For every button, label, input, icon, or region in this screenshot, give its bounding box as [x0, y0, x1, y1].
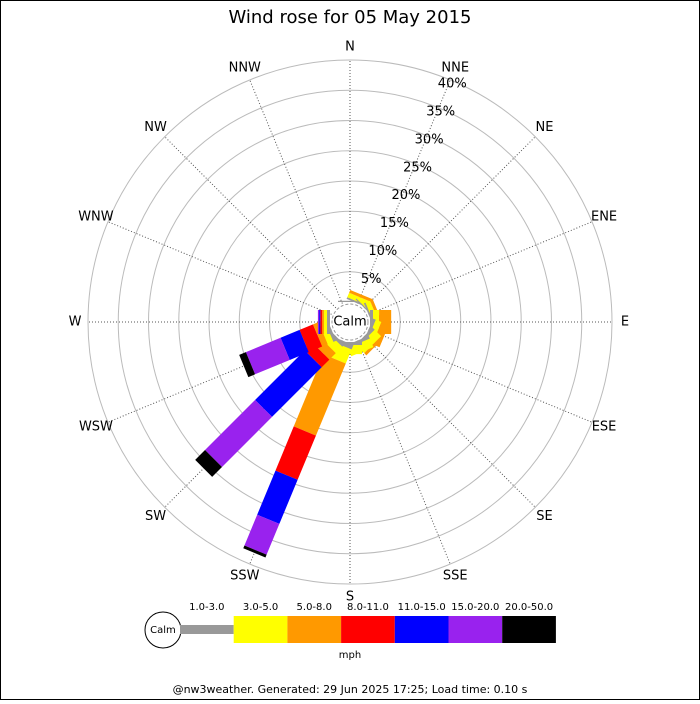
- bar-segment: [195, 450, 222, 477]
- spoke: [368, 221, 593, 315]
- legend-label: 5.0-8.0: [297, 602, 332, 613]
- bar-segment: [322, 310, 324, 334]
- legend-swatch: [394, 616, 449, 643]
- legend-label: 8.0-11.0: [347, 602, 389, 613]
- r-tick-label: 30%: [415, 132, 444, 147]
- direction-label: W: [69, 315, 82, 330]
- direction-label: WSW: [79, 420, 113, 435]
- bar-segment: [326, 310, 330, 334]
- r-tick-label: 35%: [426, 104, 455, 119]
- direction-label: NNE: [441, 60, 469, 75]
- r-tick-label: 5%: [361, 272, 382, 287]
- calm-circle: [331, 303, 369, 341]
- bar-segment: [349, 289, 373, 302]
- legend-unit: mph: [339, 650, 361, 661]
- bar-segment: [205, 399, 273, 467]
- bar-segment: [255, 350, 322, 417]
- bar-segment: [323, 310, 327, 334]
- spoke: [249, 79, 343, 304]
- grid-ring: [117, 89, 583, 555]
- legend-swatch: [341, 616, 395, 643]
- footer: @nw3weather. Generated: 29 Jun 2025 17:2…: [173, 683, 528, 696]
- bar-segment: [364, 336, 384, 356]
- direction-label: SE: [536, 509, 552, 524]
- r-tick-label: 10%: [368, 244, 397, 259]
- spoke: [164, 136, 337, 309]
- chart-title: Wind rose for 05 May 2015: [229, 7, 472, 28]
- direction-label: WNW: [78, 209, 114, 224]
- direction-label: N: [345, 40, 355, 55]
- legend-label: 20.0-50.0: [505, 602, 553, 613]
- legend-label: 11.0-15.0: [398, 602, 446, 613]
- legend-label: 1.0-3.0: [189, 602, 224, 613]
- bar-segment: [245, 337, 290, 375]
- direction-label: E: [621, 315, 629, 330]
- bar-segment: [320, 310, 323, 334]
- r-tick-label: 25%: [403, 160, 432, 175]
- spoke: [357, 340, 451, 565]
- bar-segment: [275, 426, 316, 480]
- legend-label: 15.0-20.0: [451, 602, 499, 613]
- bar-segment: [293, 354, 346, 436]
- r-tick-label: 15%: [380, 216, 409, 231]
- direction-label: ESE: [592, 420, 617, 435]
- grid-ring: [87, 59, 613, 585]
- bar-segment: [299, 324, 323, 353]
- legend-swatch: [233, 616, 288, 643]
- bar-segment: [239, 352, 256, 378]
- direction-label: S: [346, 590, 354, 605]
- bar-segment: [243, 545, 267, 558]
- direction-label: NNW: [229, 60, 261, 75]
- spoke: [368, 329, 593, 423]
- bar-segment: [317, 310, 320, 334]
- grid-ring: [148, 120, 552, 524]
- legend-swatch: [502, 616, 556, 643]
- direction-label: SSE: [443, 569, 468, 584]
- legend-label: 3.0-5.0: [243, 602, 278, 613]
- direction-label: SSW: [230, 569, 260, 584]
- r-tick-label: 40%: [438, 76, 467, 91]
- legend-swatch: [180, 625, 234, 634]
- direction-label: ENE: [591, 209, 617, 224]
- bar-segment: [280, 329, 309, 360]
- bar-segment: [244, 514, 280, 555]
- legend-swatch: [287, 616, 342, 643]
- r-tick-label: 20%: [392, 188, 421, 203]
- legend-calm-label: Calm: [150, 625, 176, 636]
- calm-label: Calm: [333, 315, 366, 330]
- spoke: [107, 221, 332, 315]
- direction-label: NE: [535, 120, 553, 135]
- spoke: [363, 335, 536, 508]
- direction-label: SW: [145, 509, 166, 524]
- spoke: [363, 136, 536, 309]
- legend-swatch: [448, 616, 503, 643]
- bar-segment: [257, 470, 298, 524]
- spoke: [357, 79, 451, 304]
- direction-label: NW: [144, 120, 167, 135]
- bar-segment: [312, 322, 328, 347]
- spoke: [107, 329, 332, 423]
- bar-segment: [319, 310, 321, 334]
- grid-ring: [178, 150, 522, 494]
